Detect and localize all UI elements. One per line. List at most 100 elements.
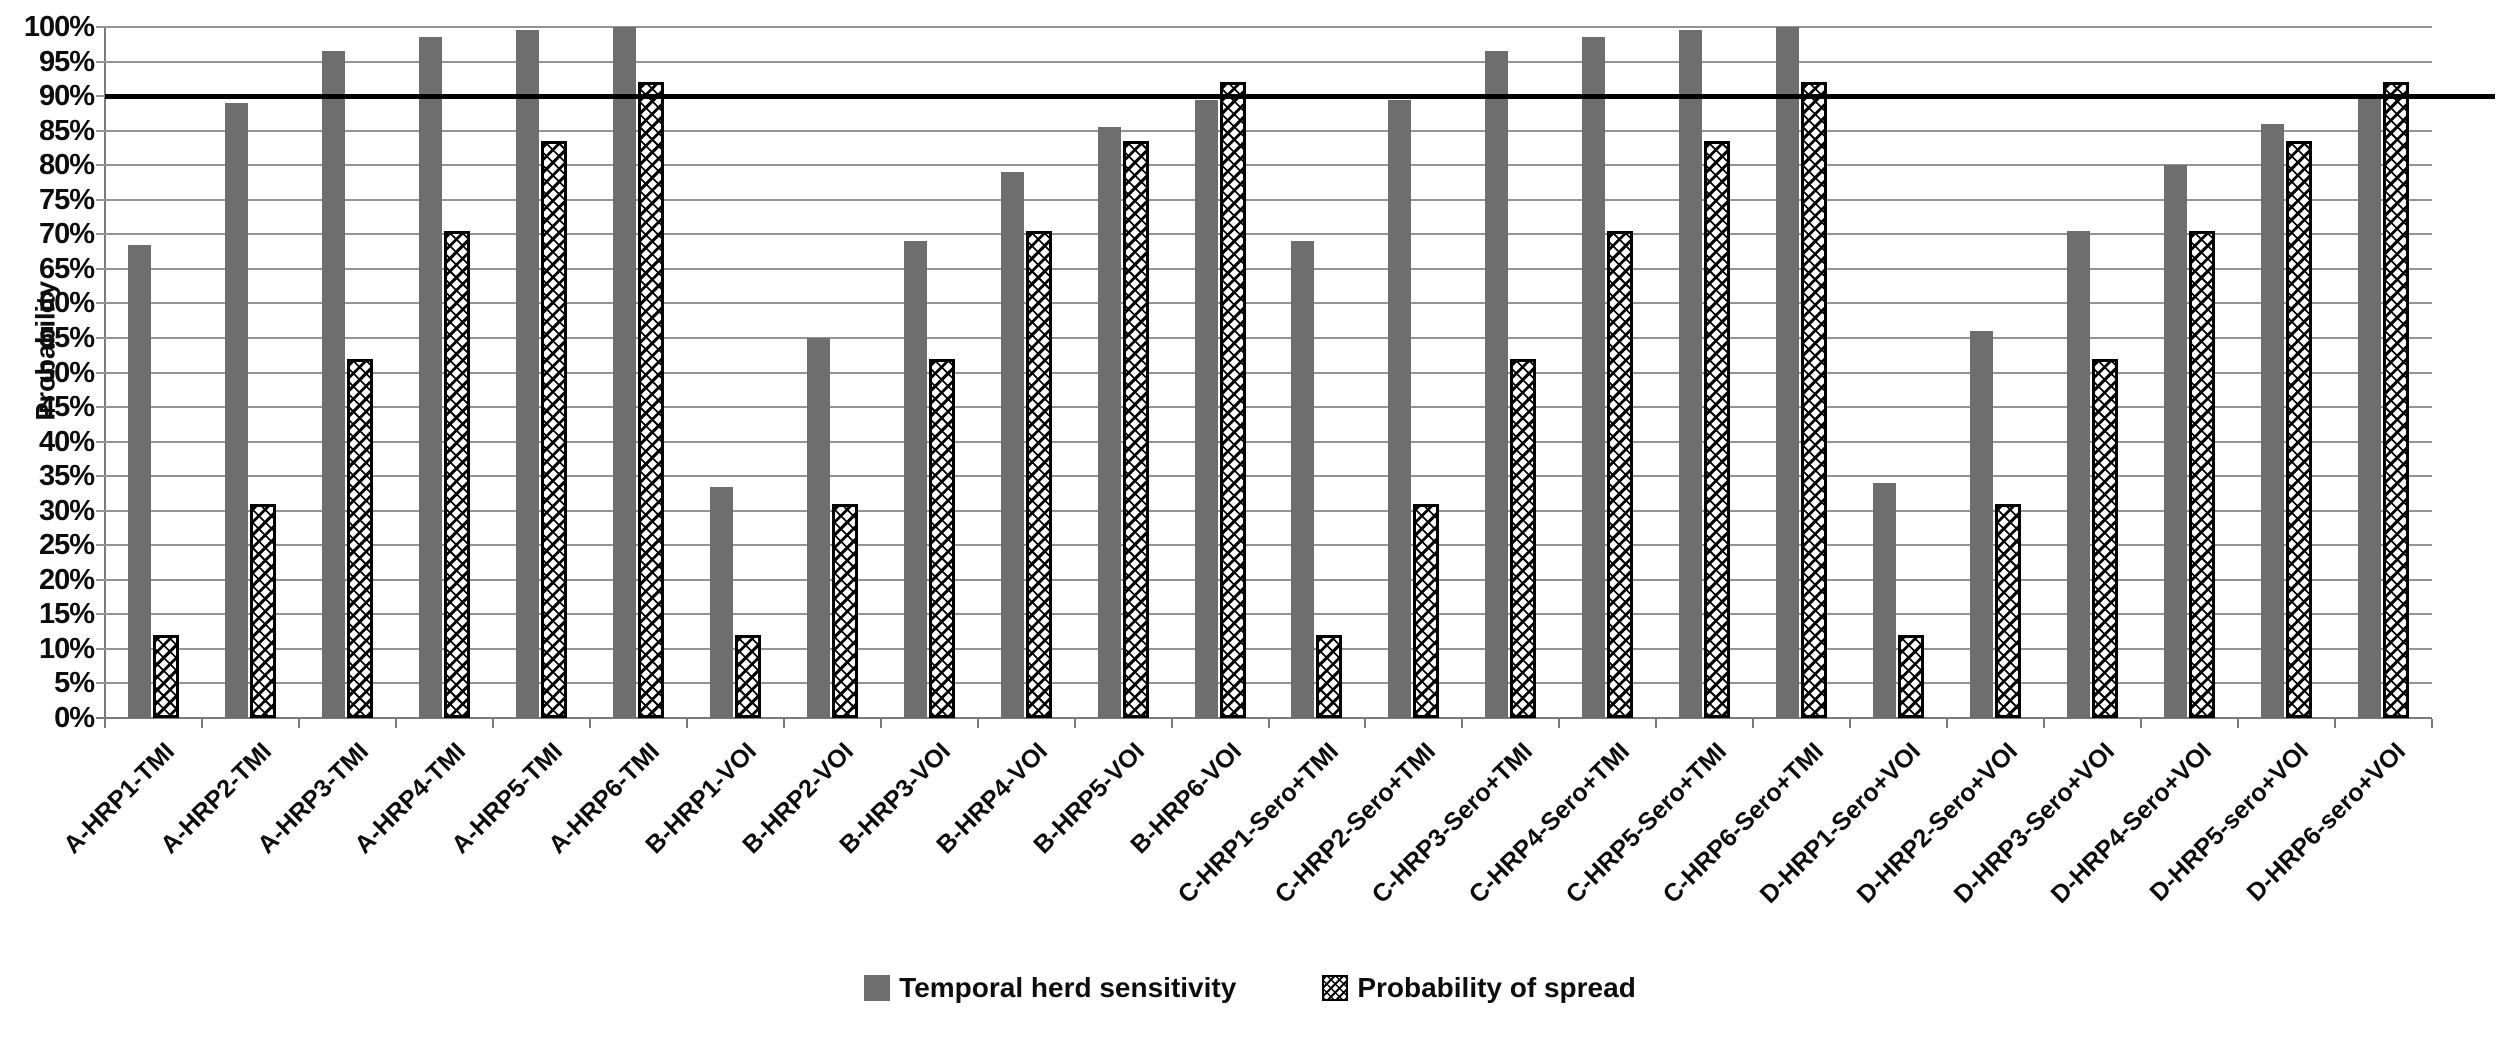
y-tick-label-100%: 100%	[23, 11, 95, 43]
gridline-60%	[96, 302, 2432, 305]
bar-probability-of-spread-A-HRP5-TMI	[540, 141, 567, 718]
legend-swatch-hatched	[1322, 975, 1349, 1001]
bar-probability-of-spread-A-HRP6-TMI	[637, 82, 664, 718]
gridline-25%	[96, 544, 2432, 547]
bar-probability-of-spread-B-HRP4-VOI	[1025, 230, 1052, 718]
bar-probability-of-spread-C-HRP5-Sero+TMI	[1704, 141, 1731, 718]
bar-temporal-herd-sensitivity-A-HRP5-TMI	[515, 30, 539, 718]
x-tick	[2431, 719, 2433, 728]
y-tick-label-30%: 30%	[38, 494, 95, 527]
bar-probability-of-spread-A-HRP3-TMI	[346, 358, 373, 718]
gridline-35%	[96, 475, 2432, 478]
bar-group-B-HRP1-VOI	[687, 486, 784, 718]
y-tick-label-5%: 5%	[54, 667, 95, 700]
x-tick	[491, 719, 494, 728]
gridline-80%	[96, 164, 2432, 167]
bar-probability-of-spread-D-HRP1-Sero+VOI	[1898, 635, 1925, 718]
legend: Temporal herd sensitivity Probability of…	[0, 972, 2500, 1004]
gridline-45%	[96, 406, 2432, 409]
bar-probability-of-spread-B-HRP2-VOI	[831, 503, 858, 718]
bar-temporal-herd-sensitivity-B-HRP4-VOI	[1000, 172, 1024, 718]
x-tick	[2237, 719, 2240, 728]
bar-group-C-HRP6-Sero+TMI	[1753, 27, 1850, 718]
y-tick-label-85%: 85%	[38, 114, 95, 147]
y-tick-label-60%: 60%	[38, 287, 95, 320]
y-tick-label-50%: 50%	[38, 356, 95, 389]
bar-group-C-HRP2-Sero+TMI	[1365, 99, 1462, 718]
y-tick-label-0%: 0%	[54, 702, 95, 734]
bar-temporal-herd-sensitivity-D-HRP4-Sero+VOI	[2164, 165, 2188, 718]
legend-swatch-solid-gray	[864, 975, 891, 1001]
gridline-10%	[96, 647, 2432, 650]
legend-label: Temporal herd sensitivity	[899, 972, 1237, 1003]
x-tick	[200, 719, 203, 728]
x-tick	[2334, 719, 2337, 728]
bar-temporal-herd-sensitivity-C-HRP3-Sero+TMI	[1485, 51, 1509, 718]
bar-probability-of-spread-D-HRP2-Sero+VOI	[1995, 503, 2022, 718]
y-tick-label-75%: 75%	[38, 183, 95, 216]
bar-temporal-herd-sensitivity-A-HRP6-TMI	[612, 27, 636, 718]
bar-temporal-herd-sensitivity-C-HRP1-Sero+TMI	[1291, 241, 1315, 718]
bar-temporal-herd-sensitivity-B-HRP1-VOI	[709, 486, 733, 718]
bar-temporal-herd-sensitivity-D-HRP5-sero+VOI	[2261, 123, 2285, 718]
bar-temporal-herd-sensitivity-B-HRP2-VOI	[806, 337, 830, 718]
bar-group-A-HRP6-TMI	[590, 27, 687, 718]
bar-probability-of-spread-C-HRP1-Sero+TMI	[1316, 635, 1343, 718]
x-tick	[588, 719, 591, 728]
bar-probability-of-spread-C-HRP6-Sero+TMI	[1801, 82, 1828, 718]
grouped-bar-chart: Probability 0% 5% 10% 15% 20% 25% 30% 35% 40% 45%…	[0, 11, 2500, 1004]
bar-group-D-HRP3-Sero+VOI	[2044, 230, 2141, 718]
x-tick	[782, 719, 785, 728]
bar-temporal-herd-sensitivity-C-HRP2-Sero+TMI	[1388, 99, 1412, 718]
x-tick	[1073, 719, 1076, 728]
y-tick-label-20%: 20%	[38, 563, 95, 596]
bar-temporal-herd-sensitivity-C-HRP4-Sero+TMI	[1582, 37, 1606, 718]
bar-probability-of-spread-A-HRP4-TMI	[443, 230, 470, 718]
bar-group-C-HRP4-Sero+TMI	[1559, 37, 1656, 718]
y-tick-label-70%: 70%	[38, 218, 95, 251]
x-tick	[2043, 719, 2046, 728]
bar-group-B-HRP2-VOI	[784, 337, 881, 718]
y-tick-label-45%: 45%	[38, 391, 95, 424]
y-tick-label-90%: 90%	[38, 80, 95, 113]
bar-temporal-herd-sensitivity-C-HRP6-Sero+TMI	[1776, 27, 1800, 718]
bar-group-D-HRP2-Sero+VOI	[1947, 331, 2044, 718]
x-axis-line	[96, 717, 2432, 719]
bar-probability-of-spread-D-HRP5-sero+VOI	[2286, 141, 2313, 718]
gridline-95%	[96, 60, 2432, 63]
bar-probability-of-spread-D-HRP4-Sero+VOI	[2189, 230, 2216, 718]
bar-group-D-HRP6-sero+VOI	[2335, 82, 2432, 718]
bar-group-A-HRP3-TMI	[299, 51, 396, 718]
gridline-50%	[96, 371, 2432, 374]
bar-probability-of-spread-B-HRP5-VOI	[1122, 141, 1149, 718]
gridline-30%	[96, 509, 2432, 512]
bar-group-B-HRP4-VOI	[978, 172, 1075, 718]
bar-group-A-HRP1-TMI	[105, 244, 202, 718]
bar-temporal-herd-sensitivity-A-HRP2-TMI	[224, 103, 248, 718]
bar-probability-of-spread-A-HRP2-TMI	[249, 503, 276, 718]
bar-group-C-HRP5-Sero+TMI	[1656, 30, 1753, 718]
x-tick	[976, 719, 979, 728]
gridline-85%	[96, 129, 2432, 132]
legend-label: Probability of spread	[1357, 972, 1636, 1003]
bar-probability-of-spread-C-HRP2-Sero+TMI	[1413, 503, 1440, 718]
x-tick	[1849, 719, 1852, 728]
bar-temporal-herd-sensitivity-D-HRP6-sero+VOI	[2358, 96, 2381, 718]
bar-group-B-HRP5-VOI	[1075, 127, 1172, 718]
x-tick	[1364, 719, 1367, 728]
x-tick	[879, 719, 882, 728]
bar-temporal-herd-sensitivity-A-HRP3-TMI	[321, 51, 345, 718]
bar-temporal-herd-sensitivity-B-HRP3-VOI	[903, 241, 927, 718]
gridline-15%	[96, 613, 2432, 616]
bar-probability-of-spread-C-HRP4-Sero+TMI	[1607, 230, 1634, 718]
bar-probability-of-spread-B-HRP6-VOI	[1219, 82, 1246, 718]
bar-probability-of-spread-B-HRP1-VOI	[734, 635, 761, 718]
x-tick	[1655, 719, 1658, 728]
x-tick	[1267, 719, 1270, 728]
y-tick-label-80%: 80%	[38, 149, 95, 182]
gridline-100%	[96, 26, 2432, 28]
bar-probability-of-spread-C-HRP3-Sero+TMI	[1510, 358, 1537, 718]
bar-group-C-HRP1-Sero+TMI	[1269, 241, 1366, 718]
legend-item-probability-of-spread: Probability of spread	[1322, 972, 1636, 1004]
bar-temporal-herd-sensitivity-D-HRP1-Sero+VOI	[1873, 483, 1897, 718]
